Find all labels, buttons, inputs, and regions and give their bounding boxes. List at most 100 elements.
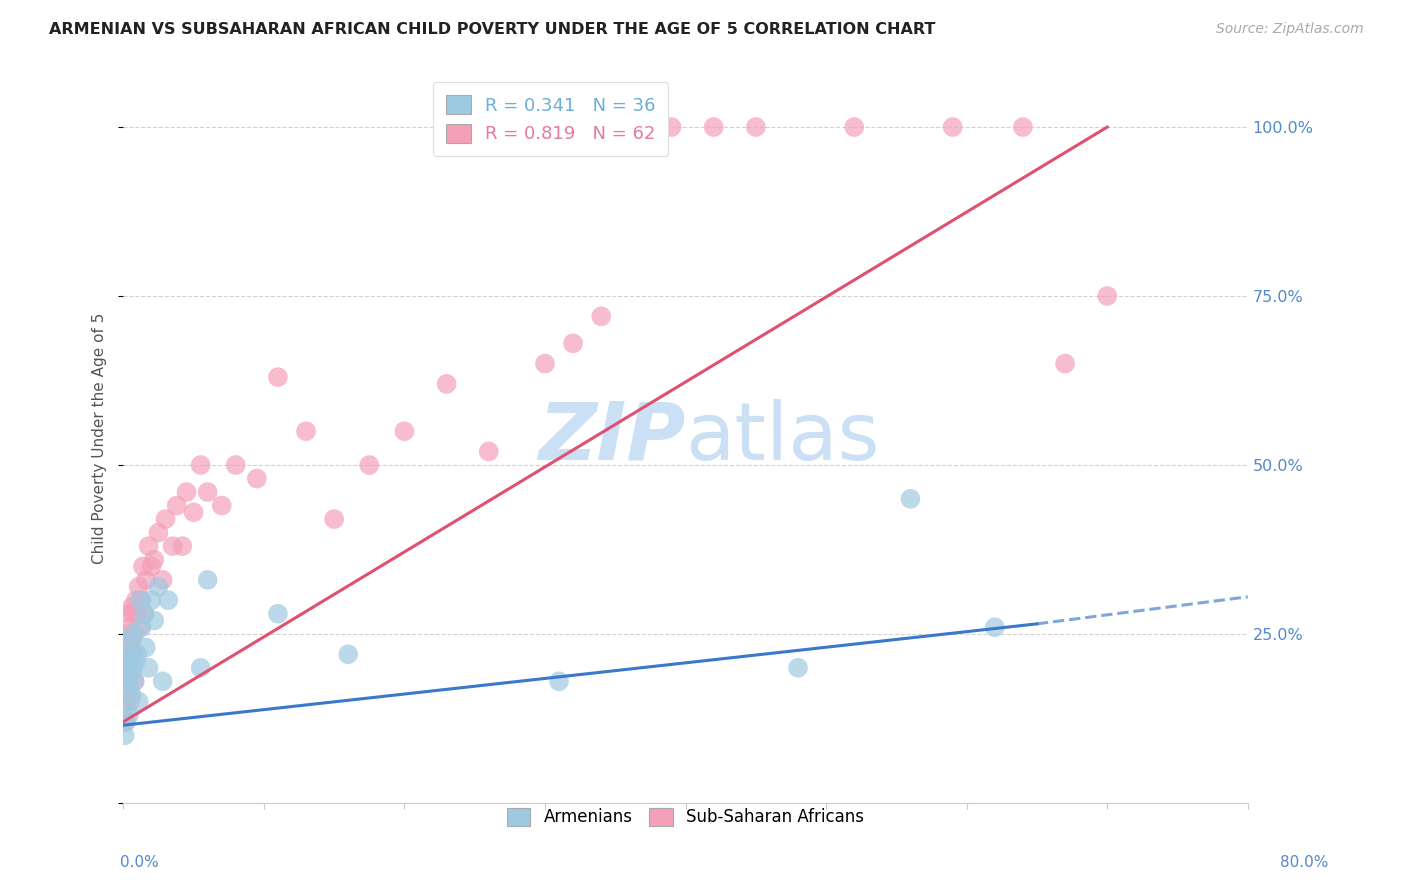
Point bbox=[124, 674, 146, 689]
Point bbox=[115, 714, 138, 729]
Point bbox=[117, 627, 139, 641]
Point bbox=[337, 647, 360, 661]
Point bbox=[138, 539, 160, 553]
Point bbox=[121, 599, 143, 614]
Point bbox=[115, 701, 138, 715]
Point bbox=[134, 607, 156, 621]
Point bbox=[155, 512, 177, 526]
Point bbox=[295, 424, 318, 438]
Point bbox=[162, 539, 184, 553]
Point bbox=[141, 559, 163, 574]
Point bbox=[114, 728, 136, 742]
Point bbox=[1054, 357, 1077, 371]
Point bbox=[114, 695, 136, 709]
Point bbox=[143, 614, 166, 628]
Point bbox=[131, 620, 153, 634]
Point bbox=[125, 654, 148, 668]
Point bbox=[120, 695, 142, 709]
Point bbox=[118, 708, 141, 723]
Point bbox=[190, 458, 212, 472]
Point bbox=[138, 661, 160, 675]
Point bbox=[534, 357, 557, 371]
Point bbox=[661, 120, 683, 134]
Point bbox=[120, 620, 142, 634]
Point bbox=[267, 607, 290, 621]
Point bbox=[745, 120, 768, 134]
Point bbox=[122, 607, 145, 621]
Point bbox=[122, 647, 145, 661]
Point bbox=[190, 661, 212, 675]
Point bbox=[117, 647, 139, 661]
Point bbox=[121, 647, 143, 661]
Point bbox=[183, 505, 205, 519]
Point bbox=[121, 633, 143, 648]
Y-axis label: Child Poverty Under the Age of 5: Child Poverty Under the Age of 5 bbox=[93, 312, 107, 564]
Point bbox=[135, 573, 157, 587]
Point bbox=[562, 336, 585, 351]
Point bbox=[591, 310, 613, 324]
Point bbox=[176, 485, 198, 500]
Point bbox=[115, 647, 138, 661]
Point bbox=[135, 640, 157, 655]
Point bbox=[114, 714, 136, 729]
Point bbox=[129, 620, 152, 634]
Point bbox=[323, 512, 346, 526]
Point bbox=[703, 120, 725, 134]
Text: 0.0%: 0.0% bbox=[120, 855, 159, 870]
Point bbox=[844, 120, 866, 134]
Point bbox=[118, 681, 141, 695]
Point bbox=[984, 620, 1007, 634]
Point bbox=[122, 661, 145, 675]
Point bbox=[127, 607, 149, 621]
Point bbox=[122, 627, 145, 641]
Point bbox=[117, 667, 139, 681]
Point bbox=[148, 525, 170, 540]
Point bbox=[124, 674, 146, 689]
Point bbox=[197, 573, 219, 587]
Point bbox=[120, 667, 142, 681]
Point bbox=[548, 674, 571, 689]
Text: 80.0%: 80.0% bbox=[1281, 855, 1329, 870]
Point bbox=[121, 688, 143, 702]
Text: ARMENIAN VS SUBSAHARAN AFRICAN CHILD POVERTY UNDER THE AGE OF 5 CORRELATION CHAR: ARMENIAN VS SUBSAHARAN AFRICAN CHILD POV… bbox=[49, 22, 935, 37]
Point bbox=[157, 593, 180, 607]
Point bbox=[148, 580, 170, 594]
Legend: Armenians, Sub-Saharan Africans: Armenians, Sub-Saharan Africans bbox=[499, 799, 872, 835]
Point bbox=[129, 593, 152, 607]
Point bbox=[117, 688, 139, 702]
Point bbox=[115, 674, 138, 689]
Point bbox=[118, 681, 141, 695]
Point bbox=[942, 120, 965, 134]
Point bbox=[211, 499, 233, 513]
Point bbox=[118, 647, 141, 661]
Point bbox=[120, 661, 142, 675]
Point bbox=[128, 695, 150, 709]
Point bbox=[787, 661, 810, 675]
Point bbox=[197, 485, 219, 500]
Point bbox=[359, 458, 381, 472]
Point bbox=[152, 674, 174, 689]
Point bbox=[394, 424, 416, 438]
Point bbox=[900, 491, 922, 506]
Point bbox=[128, 580, 150, 594]
Point bbox=[478, 444, 501, 458]
Point bbox=[127, 647, 149, 661]
Point bbox=[166, 499, 188, 513]
Point bbox=[117, 661, 139, 675]
Point bbox=[118, 607, 141, 621]
Text: Source: ZipAtlas.com: Source: ZipAtlas.com bbox=[1216, 22, 1364, 37]
Point bbox=[125, 593, 148, 607]
Point bbox=[120, 633, 142, 648]
Point bbox=[132, 559, 155, 574]
Point bbox=[124, 627, 146, 641]
Point bbox=[246, 471, 269, 485]
Point bbox=[267, 370, 290, 384]
Point bbox=[141, 593, 163, 607]
Point bbox=[1012, 120, 1035, 134]
Point bbox=[143, 552, 166, 566]
Point bbox=[172, 539, 194, 553]
Point bbox=[134, 607, 156, 621]
Point bbox=[225, 458, 247, 472]
Point bbox=[131, 593, 153, 607]
Point bbox=[114, 674, 136, 689]
